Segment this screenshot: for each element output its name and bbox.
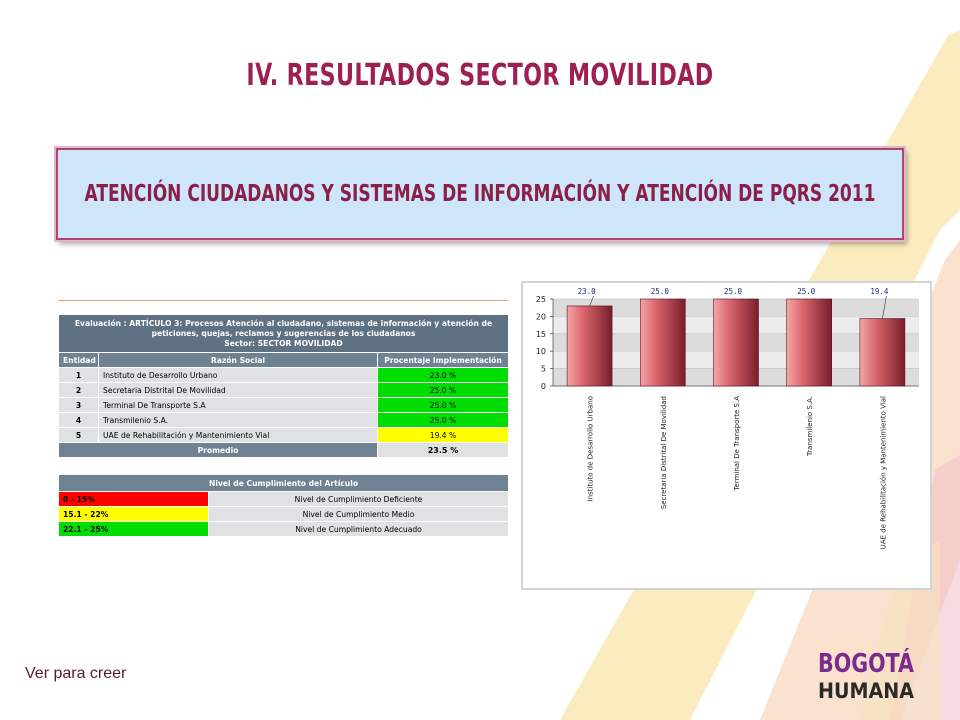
slogan-text: Ver para creer	[25, 665, 127, 682]
row-percentage: 25.0 %	[376, 397, 510, 413]
bogota-humana-logo: BOGOTÁ HUMANA	[818, 647, 915, 702]
row-entity-name: Secretaria Distrital De Movilidad	[98, 382, 378, 398]
legend-range: 22.1 - 25%	[58, 521, 209, 537]
row-entity-name: Instituto de Desarrollo Urbano	[98, 367, 378, 383]
y-tick-label: 25	[536, 295, 546, 304]
y-tick-label: 0	[541, 382, 546, 391]
legend-description: Nivel de Cumplimiento Deficiente	[207, 491, 510, 507]
row-entity-name: Transmilenio S.A.	[98, 412, 378, 428]
logo-humana-text: HUMANA	[818, 679, 915, 702]
evaluation-table: Evaluación : ARTÍCULO 3: Procesos Atenci…	[57, 314, 510, 458]
legend-description: Nivel de Cumplimiento Adecuado	[207, 521, 510, 537]
column-header-razon-social: Razón Social	[98, 352, 378, 368]
legend-rows: 0 - 15% Nivel de Cumplimiento Deficiente 1…	[58, 491, 510, 537]
category-label: Terminal De Transporte S.A	[733, 396, 741, 492]
bar-5	[859, 318, 906, 387]
data-label: 25.0	[797, 287, 816, 296]
column-header-porcentaje: Procentaje Implementación	[376, 352, 510, 368]
data-label: 23.0	[578, 287, 597, 296]
legend-range: 0 - 15%	[58, 491, 209, 507]
data-label-leader	[882, 295, 887, 319]
category-label: UAE de Rehabilitación y Mantenimiento Vi…	[879, 396, 887, 549]
row-percentage: 19.4 %	[376, 427, 510, 443]
legend-row: 22.1 - 25% Nivel de Cumplimiento Adecuado	[58, 521, 510, 537]
data-label: 25.0	[724, 287, 743, 296]
bar-2	[640, 298, 686, 387]
y-tick-label: 10	[536, 347, 546, 356]
evaluation-line-3: Sector: SECTOR MOVILIDAD	[224, 338, 343, 348]
row-entity-name: UAE de Rehabilitación y Mantenimiento Vi…	[98, 427, 378, 443]
row-entity-id: 5	[58, 427, 99, 443]
row-entity-id: 3	[58, 397, 99, 413]
bar-1	[566, 305, 613, 387]
banner-text: ATENCIÓN CIUDADANOS Y SISTEMAS DE INFORM…	[84, 180, 876, 207]
legend-row: 0 - 15% Nivel de Cumplimiento Deficiente	[58, 491, 510, 507]
bar-3	[713, 298, 759, 387]
row-percentage: 25.0 %	[376, 382, 510, 398]
chart-panel: 0 5 10 15 20 25 23.0 Instituto de Desarrollo Ur…	[521, 281, 932, 590]
top-divider	[58, 300, 508, 301]
y-tick-label: 15	[536, 330, 546, 339]
row-entity-id: 2	[58, 382, 99, 398]
average-label: Promedio	[58, 442, 378, 458]
table-row: 5 UAE de Rehabilitación y Mantenimiento V…	[58, 427, 510, 443]
evaluation-line-2: peticiones, quejas, reclamos y sugerenci…	[151, 328, 416, 338]
row-percentage: 23.0 %	[376, 367, 510, 383]
column-header-entidad: Entidad	[58, 352, 99, 368]
evaluation-line-1: Evaluación : ARTÍCULO 3: Procesos Atenci…	[74, 318, 493, 328]
bar-chart: 0 5 10 15 20 25 23.0 Instituto de Desarrollo Ur…	[536, 287, 919, 549]
average-value: 23.5 %	[376, 442, 510, 458]
row-percentage: 25.0 %	[376, 412, 510, 428]
legend-title: Nivel de Cumplimiento del Artículo	[57, 474, 510, 492]
legend-row: 15.1 - 22% Nivel de Cumplimiento Medio	[58, 506, 510, 522]
table-row: 3 Terminal De Transporte S.A 25.0 %	[58, 397, 510, 413]
category-label: Transmilenio S.A.	[806, 396, 814, 457]
compliance-legend-table: Nivel de Cumplimiento del Artículo 0 - 1…	[57, 474, 510, 537]
table-row: 1 Instituto de Desarrollo Urbano 23.0 %	[58, 367, 510, 383]
data-label: 25.0	[651, 287, 670, 296]
data-label-leader	[589, 295, 594, 307]
category-label: Secretaria Distrital De Movilidad	[660, 396, 668, 509]
bar-4	[786, 298, 833, 387]
section-banner: ATENCIÓN CIUDADANOS Y SISTEMAS DE INFORM…	[56, 148, 904, 240]
row-entity-id: 1	[58, 367, 99, 383]
row-entity-name: Terminal De Transporte S.A	[98, 397, 378, 413]
y-tick-label: 20	[536, 312, 546, 321]
slogan: Ver para creer	[25, 665, 126, 683]
evaluation-rows: 1 Instituto de Desarrollo Urbano 23.0 % 2 Se…	[58, 367, 510, 443]
evaluation-header: Evaluación : ARTÍCULO 3: Procesos Atenci…	[57, 314, 510, 353]
legend-description: Nivel de Cumplimiento Medio	[207, 506, 510, 522]
category-label: Instituto de Desarrollo Urbano	[587, 396, 595, 502]
table-row: 2 Secretaria Distrital De Movilidad 25.0 %	[58, 382, 510, 398]
data-label: 19.4	[870, 287, 889, 296]
y-tick-label: 5	[541, 365, 546, 374]
legend-range: 15.1 - 22%	[58, 506, 209, 522]
evaluation-table-panel: Evaluación : ARTÍCULO 3: Procesos Atenci…	[57, 300, 510, 540]
logo-bogota-text: BOGOTÁ	[818, 647, 914, 679]
page-title: IV. RESULTADOS SECTOR MOVILIDAD	[246, 58, 714, 93]
table-row: 4 Transmilenio S.A. 25.0 %	[58, 412, 510, 428]
row-entity-id: 4	[58, 412, 99, 428]
